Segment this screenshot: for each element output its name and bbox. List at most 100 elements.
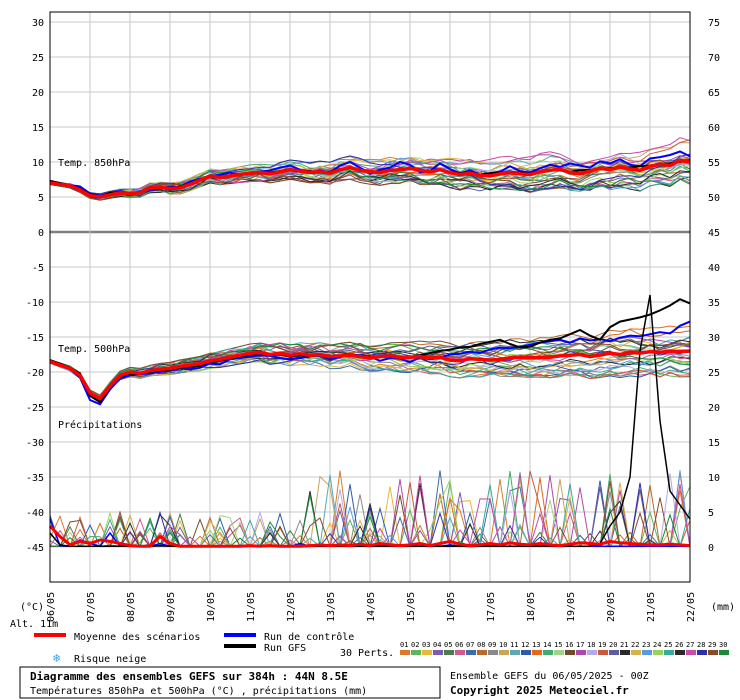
x-tick-label: 16/05: [446, 592, 457, 622]
y-left-tick-label: -10: [26, 298, 44, 309]
member-number: 23: [642, 641, 650, 649]
member-number: 17: [576, 641, 584, 649]
member-t500-line: [49, 341, 691, 403]
series-0-t500-line: [49, 349, 691, 401]
member-number: 04: [433, 641, 441, 649]
y-right-tick-label: 65: [708, 88, 720, 99]
member-number: 20: [609, 641, 617, 649]
member-number: 18: [587, 641, 595, 649]
y-left-tick-label: 10: [32, 158, 44, 169]
member-swatch: [543, 650, 553, 655]
member-swatch: [708, 650, 718, 655]
section-label-precip: Précipitations: [58, 419, 142, 431]
chart-title: Diagramme des ensembles GEFS sur 384h : …: [30, 670, 348, 683]
member-number: 16: [565, 641, 573, 649]
title-box: [19, 666, 441, 699]
x-tick-label: 22/05: [686, 592, 697, 622]
member-number: 10: [499, 641, 507, 649]
section-label-t850: Temp. 850hPa: [58, 158, 130, 169]
member-swatch: [488, 650, 498, 655]
ensemble-run-label: Ensemble GEFS du 06/05/2025 - 00Z: [450, 671, 649, 682]
member-number: 25: [664, 641, 672, 649]
member-t500-line: [49, 342, 691, 396]
y-right-tick-label: 0: [708, 543, 714, 554]
member-number: 01: [400, 641, 408, 649]
member-number: 09: [488, 641, 496, 649]
member-number: 22: [631, 641, 639, 649]
member-swatch: [719, 650, 729, 655]
snowflake-icon: ❄: [53, 651, 60, 665]
member-color-legend: 01 02 03 04 05 06 07 08 09 10 11 12 13 14 15 16 17 18 19 20…: [400, 641, 729, 655]
y-right-tick-label: 40: [708, 263, 720, 274]
member-number: 03: [422, 641, 430, 649]
member-swatch: [510, 650, 520, 655]
legend-swatch-control: [224, 633, 256, 637]
member-swatch: [697, 650, 707, 655]
series-0-t850-line: [49, 158, 691, 199]
member-swatch: [521, 650, 531, 655]
altitude-label: Alt. 11m: [10, 619, 58, 630]
legend-swatch-gfs: [224, 644, 256, 648]
member-swatch: [433, 650, 443, 655]
y-right-tick-label: 50: [708, 193, 720, 204]
member-swatch: [620, 650, 630, 655]
copyright-label: Copyright 2025 Meteociel.fr: [450, 684, 629, 697]
y-right-tick-label: 5: [708, 508, 714, 519]
x-tick-label: 07/05: [86, 592, 97, 622]
y-left-tick-label: 5: [38, 193, 44, 204]
member-number: 29: [708, 641, 716, 649]
x-tick-label: 21/05: [646, 592, 657, 622]
x-tick-label: 15/05: [406, 592, 417, 622]
y-right-tick-label: 20: [708, 403, 720, 414]
y-left-tick-label: -30: [26, 438, 44, 449]
member-number: 28: [697, 641, 705, 649]
x-tick-label: 12/05: [286, 592, 297, 622]
legend-label-snow: Risque neige: [74, 654, 146, 665]
member-number: 26: [675, 641, 683, 649]
y-right-tick-label: 75: [708, 18, 720, 29]
member-number: 19: [598, 641, 606, 649]
x-tick-label: 20/05: [606, 592, 617, 622]
member-number: 21: [620, 641, 628, 649]
member-swatch: [675, 650, 685, 655]
legend-label-gfs: Run GFS: [264, 643, 306, 654]
member-number: 14: [543, 641, 551, 649]
x-tick-label: 11/05: [246, 592, 257, 622]
member-number: 27: [686, 641, 694, 649]
member-swatch: [455, 650, 465, 655]
y-left-tick-label: -40: [26, 508, 44, 519]
member-swatch: [587, 650, 597, 655]
perturbations-label: 30 Perts.: [340, 648, 394, 659]
y-left-tick-label: -45: [26, 543, 44, 554]
x-tick-label: 06/05: [46, 592, 57, 622]
legend: Moyenne des scénarios Run de contrôle Ru…: [34, 631, 729, 665]
y-left-tick-label: 15: [32, 123, 44, 134]
member-swatch: [444, 650, 454, 655]
x-tick-label: 08/05: [126, 592, 137, 622]
right-unit-label: (mm): [711, 602, 735, 613]
member-t500-line: [49, 337, 691, 400]
x-tick-label: 17/05: [486, 592, 497, 622]
legend-swatch-mean: [34, 633, 66, 637]
y-right-tick-label: 35: [708, 298, 720, 309]
member-swatch: [609, 650, 619, 655]
member-swatch: [565, 650, 575, 655]
y-right-tick-label: 60: [708, 123, 720, 134]
x-tick-label: 19/05: [566, 592, 577, 622]
y-left-tick-label: 20: [32, 88, 44, 99]
member-swatch: [422, 650, 432, 655]
y-left-tick-label: -15: [26, 333, 44, 344]
y-right-tick-label: 55: [708, 158, 720, 169]
member-swatch: [576, 650, 586, 655]
y-left-tick-label: -5: [32, 263, 44, 274]
y-right-tick-label: 70: [708, 53, 720, 64]
member-swatch: [686, 650, 696, 655]
y-left-tick-label: -20: [26, 368, 44, 379]
member-number: 15: [554, 641, 562, 649]
member-number: 06: [455, 641, 463, 649]
section-label-t500: Temp. 500hPa: [58, 344, 130, 355]
member-swatch: [631, 650, 641, 655]
y-left-tick-label: -25: [26, 403, 44, 414]
